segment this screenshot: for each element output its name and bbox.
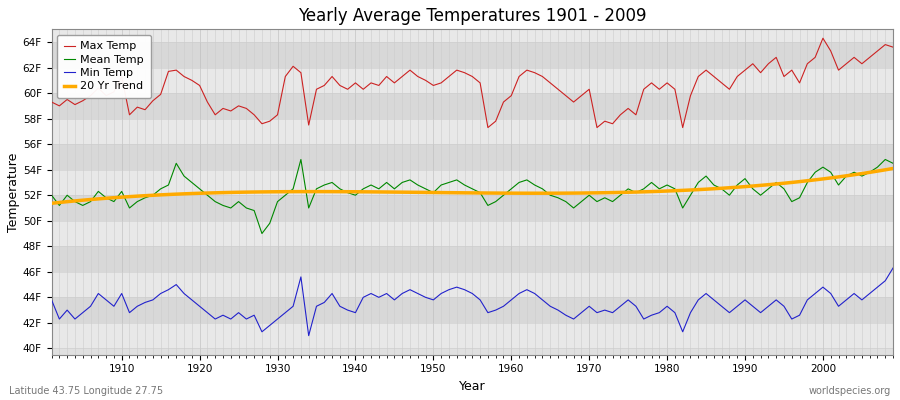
20 Yr Trend — [506, 191, 517, 196]
Min Temp — [46, 298, 57, 302]
Mean Temp — [514, 180, 525, 185]
Max Temp — [280, 74, 291, 79]
Text: worldspecies.org: worldspecies.org — [809, 386, 891, 396]
Max Temp — [482, 125, 493, 130]
Max Temp — [327, 74, 338, 79]
Bar — [51, 144, 893, 170]
Line: 20 Yr Trend: 20 Yr Trend — [51, 168, 893, 203]
Bar — [51, 42, 893, 68]
Bar — [51, 93, 893, 119]
Max Temp — [608, 121, 618, 126]
Max Temp — [109, 90, 120, 94]
Min Temp — [608, 310, 618, 315]
Line: Min Temp: Min Temp — [51, 268, 893, 336]
Mean Temp — [46, 193, 57, 198]
20 Yr Trend — [498, 191, 508, 196]
Bar — [51, 119, 893, 144]
Min Temp — [514, 291, 525, 296]
Min Temp — [280, 310, 291, 315]
Mean Temp — [109, 199, 120, 204]
Max Temp — [514, 74, 525, 79]
Mean Temp — [521, 178, 532, 182]
Min Temp — [506, 298, 517, 302]
20 Yr Trend — [280, 189, 291, 194]
20 Yr Trend — [887, 166, 898, 171]
Bar — [51, 170, 893, 195]
20 Yr Trend — [46, 201, 57, 206]
Bar — [51, 195, 893, 221]
Bar — [51, 221, 893, 246]
X-axis label: Year: Year — [459, 380, 486, 393]
Mean Temp — [295, 157, 306, 162]
Y-axis label: Temperature: Temperature — [7, 152, 20, 232]
Bar — [51, 246, 893, 272]
20 Yr Trend — [327, 189, 338, 194]
Min Temp — [303, 333, 314, 338]
Bar — [51, 16, 893, 42]
Max Temp — [887, 45, 898, 50]
Max Temp — [817, 36, 828, 41]
Legend: Max Temp, Mean Temp, Min Temp, 20 Yr Trend: Max Temp, Mean Temp, Min Temp, 20 Yr Tre… — [57, 35, 151, 98]
20 Yr Trend — [109, 195, 120, 200]
Min Temp — [887, 266, 898, 270]
Mean Temp — [615, 193, 626, 198]
Bar — [51, 323, 893, 348]
Min Temp — [335, 304, 346, 309]
Min Temp — [109, 304, 120, 309]
Max Temp — [46, 100, 57, 104]
Bar — [51, 68, 893, 93]
20 Yr Trend — [599, 190, 610, 195]
Mean Temp — [342, 190, 353, 195]
Bar — [51, 297, 893, 323]
Mean Temp — [288, 186, 299, 191]
Max Temp — [506, 93, 517, 98]
Text: Latitude 43.75 Longitude 27.75: Latitude 43.75 Longitude 27.75 — [9, 386, 163, 396]
Mean Temp — [256, 231, 267, 236]
Bar — [51, 272, 893, 297]
Line: Mean Temp: Mean Temp — [51, 160, 893, 234]
Mean Temp — [887, 161, 898, 166]
Title: Yearly Average Temperatures 1901 - 2009: Yearly Average Temperatures 1901 - 2009 — [298, 7, 646, 25]
Line: Max Temp: Max Temp — [51, 38, 893, 128]
